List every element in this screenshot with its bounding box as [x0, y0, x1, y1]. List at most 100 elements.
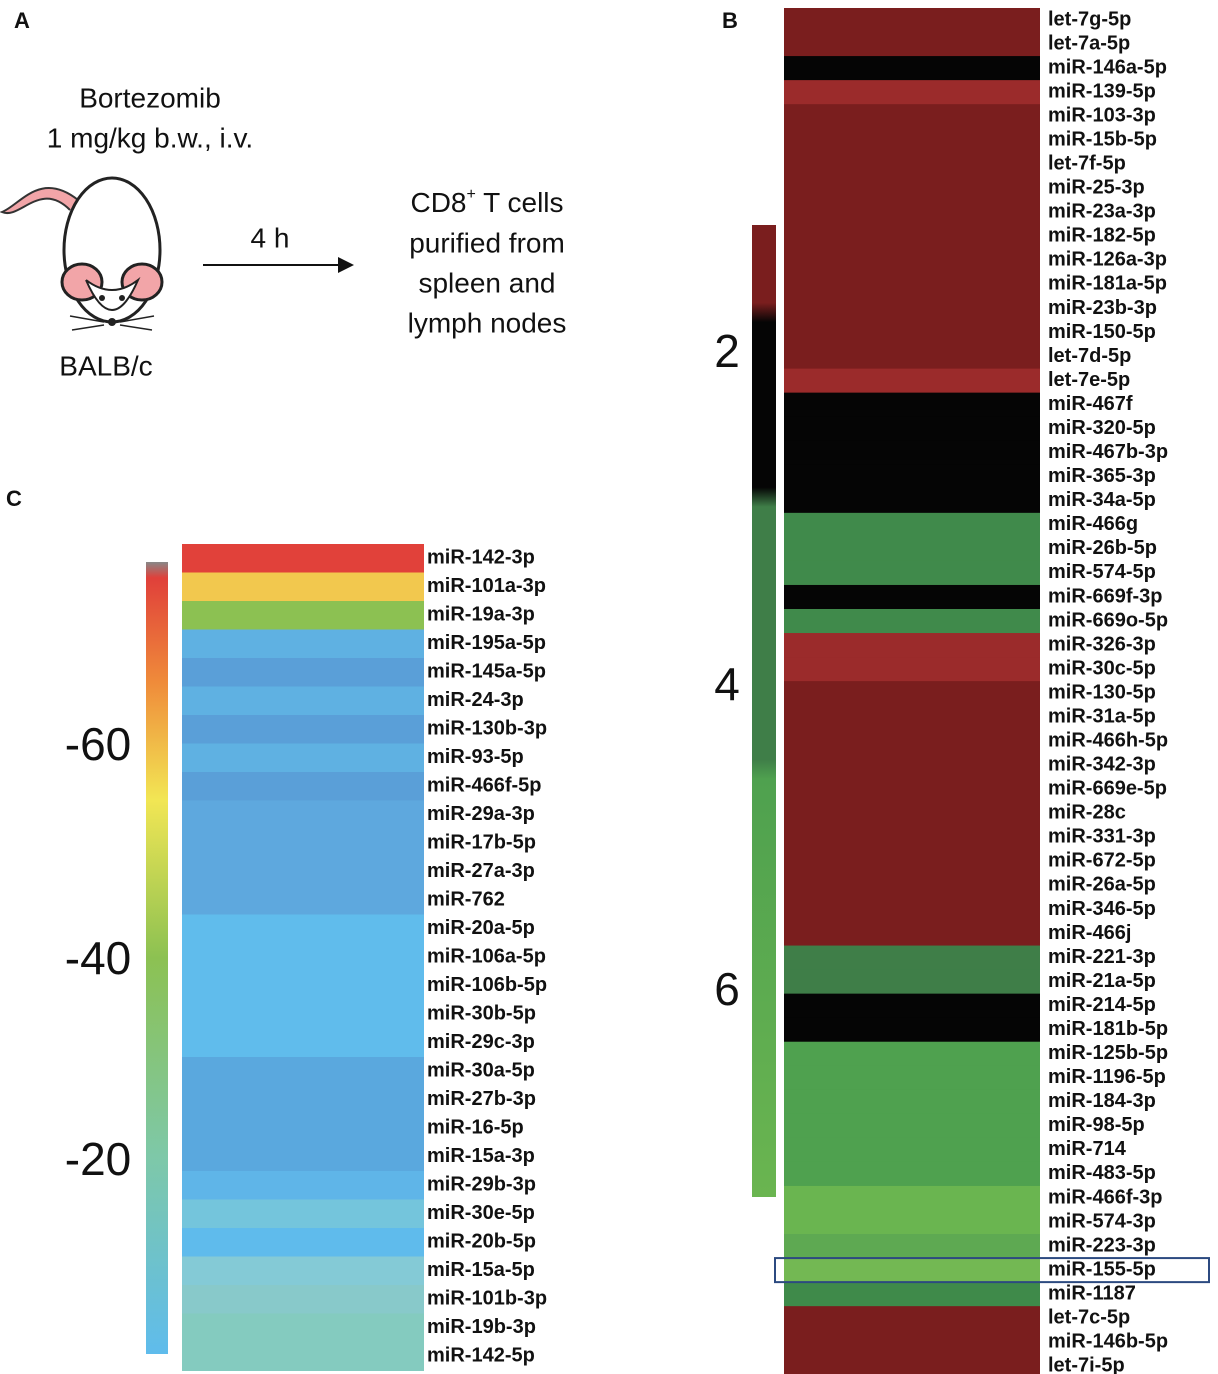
heatmap-cell: [784, 56, 1040, 81]
row-label: miR-24-3p: [427, 689, 524, 711]
row-label: miR-342-3p: [1048, 754, 1156, 776]
heatmap-cell: [784, 1017, 1040, 1043]
row-label: miR-1187: [1048, 1282, 1136, 1304]
row-label: miR-221-3p: [1048, 946, 1156, 968]
heatmap-cell: [182, 971, 424, 1001]
row-label: miR-130-5p: [1048, 681, 1156, 703]
heatmap-cell: [182, 914, 424, 944]
row-label: miR-142-5p: [427, 1345, 535, 1367]
row-label: miR-106a-5p: [427, 946, 546, 968]
result-line: lymph nodes: [408, 307, 567, 338]
row-label: miR-27b-3p: [427, 1088, 536, 1110]
arrow: [203, 257, 354, 273]
colorbar-tick: 2: [714, 325, 740, 377]
heatmap-cell: [784, 825, 1040, 850]
row-label: miR-181a-5p: [1048, 273, 1167, 295]
heatmap-cell: [784, 609, 1040, 634]
heatmap-cell: [182, 1085, 424, 1115]
row-label: miR-15b-5p: [1048, 129, 1157, 151]
heatmap-cell: [182, 886, 424, 915]
heatmap-cell: [784, 705, 1040, 730]
row-label: miR-126a-3p: [1048, 249, 1167, 271]
row-label: miR-574-5p: [1048, 561, 1156, 583]
row-label: miR-195a-5p: [427, 632, 546, 654]
row-label: miR-16-5p: [427, 1117, 524, 1139]
row-label: miR-93-5p: [427, 746, 524, 768]
heatmap-cell: [784, 657, 1040, 682]
row-label: miR-26a-5p: [1048, 874, 1156, 896]
colorbar-tick: 4: [714, 658, 740, 710]
heatmap-cell: [784, 681, 1040, 706]
row-label: miR-34a-5p: [1048, 489, 1156, 511]
heatmap-cell: [784, 344, 1040, 370]
row-label: miR-25-3p: [1048, 177, 1145, 199]
heatmap-cell: [784, 729, 1040, 754]
row-label: miR-15a-5p: [427, 1259, 535, 1281]
row-label: miR-29c-3p: [427, 1031, 535, 1053]
row-label: miR-365-3p: [1048, 465, 1156, 487]
row-label: let-7g-5p: [1048, 8, 1131, 30]
row-label: miR-17b-5p: [427, 832, 536, 854]
row-label: miR-466j: [1048, 922, 1131, 944]
superscript: +: [467, 186, 476, 203]
row-label: miR-98-5p: [1048, 1114, 1145, 1136]
row-label: miR-669e-5p: [1048, 778, 1167, 800]
heatmap-cell: [784, 176, 1040, 201]
heatmap-cell: [784, 1161, 1040, 1187]
row-label: miR-346-5p: [1048, 898, 1156, 920]
heatmap-cell: [784, 969, 1040, 995]
heatmap-cell: [784, 873, 1040, 898]
heatmap-cell: [784, 945, 1040, 971]
heatmap-cell: [784, 993, 1040, 1019]
result-line: purified from: [409, 227, 565, 258]
heatmap-cell: [784, 584, 1040, 610]
dose: 1 mg/kg b.w., i.v.: [47, 122, 253, 153]
row-label: miR-326-3p: [1048, 633, 1156, 655]
heatmap-cell: [784, 921, 1040, 947]
highlight-box: [774, 1257, 1210, 1284]
heatmap-cell: [182, 629, 424, 659]
row-label: miR-146a-5p: [1048, 56, 1167, 78]
row-label: miR-714: [1048, 1138, 1127, 1160]
row-label: miR-29b-3p: [427, 1174, 536, 1196]
heatmap-cell: [182, 658, 424, 687]
row-label: miR-23b-3p: [1048, 297, 1157, 319]
heatmap-cell: [784, 1234, 1040, 1259]
heatmap-cell: [182, 1142, 424, 1172]
row-label: miR-466g: [1048, 513, 1138, 535]
heatmap-cell: [784, 80, 1040, 105]
row-label: miR-31a-5p: [1048, 705, 1156, 727]
heatmap-cell: [784, 104, 1040, 129]
row-label: let-7d-5p: [1048, 345, 1131, 367]
row-label: let-7a-5p: [1048, 32, 1130, 54]
heatmap-cell: [182, 772, 424, 801]
row-label: miR-27a-3p: [427, 860, 535, 882]
row-label: miR-19a-3p: [427, 604, 535, 626]
heatmap-cell: [784, 633, 1040, 658]
heatmap-cell: [784, 8, 1040, 33]
heatmap-cell: [784, 320, 1040, 346]
row-label: miR-20b-5p: [427, 1231, 536, 1253]
heatmap-cell: [182, 857, 424, 887]
heatmap-cell: [182, 1313, 424, 1343]
row-label: let-7e-5p: [1048, 369, 1130, 391]
heatmap-cell: [784, 296, 1040, 322]
row-label: miR-30e-5p: [427, 1202, 535, 1224]
heatmap-cell: [784, 1041, 1040, 1067]
row-label: miR-669f-3p: [1048, 585, 1162, 607]
heatmap-cell: [784, 1354, 1040, 1374]
row-label: miR-574-3p: [1048, 1210, 1156, 1232]
row-label: miR-466h-5p: [1048, 730, 1168, 752]
row-label: miR-466f-3p: [1048, 1186, 1162, 1208]
heatmap-cell: [182, 743, 424, 773]
row-label: miR-320-5p: [1048, 417, 1156, 439]
heatmap-cell: [784, 248, 1040, 273]
row-label: miR-214-5p: [1048, 994, 1156, 1016]
heatmap-cell: [182, 686, 424, 716]
colorbar: [752, 225, 776, 1197]
row-label: miR-669o-5p: [1048, 609, 1168, 631]
heatmap-cell: [784, 897, 1040, 923]
row-label: miR-130b-3p: [427, 718, 547, 740]
heatmap-cell: [784, 801, 1040, 826]
row-label: let-7f-5p: [1048, 153, 1126, 175]
